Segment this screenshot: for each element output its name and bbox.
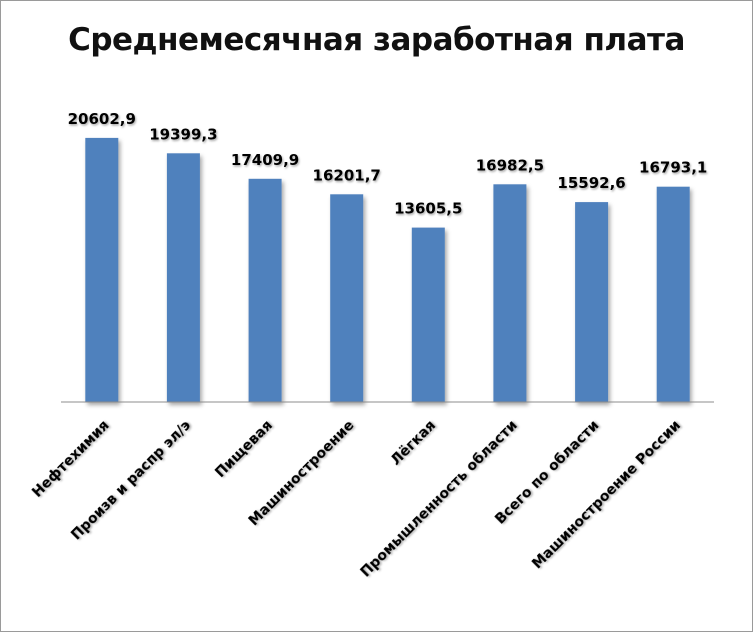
category-label-4: Лёгкая	[388, 418, 439, 469]
bar-value-label-3: 16201,7	[313, 166, 381, 184]
bar-value-label-2: 17409,9	[231, 151, 299, 169]
bar-7	[656, 186, 690, 402]
bar-2	[248, 178, 282, 402]
bar-value-label-1: 19399,3	[149, 125, 217, 143]
bar-value-label-7: 16793,1	[639, 159, 707, 177]
bar-4	[411, 227, 445, 402]
bar-6	[575, 202, 609, 402]
category-label-0: Нефтехимия	[29, 418, 112, 501]
bar-value-label-6: 15592,6	[557, 174, 625, 192]
bar-value-label-5: 16982,5	[476, 156, 544, 174]
bar-5	[493, 184, 527, 402]
category-label-7: Машиностроение России	[529, 418, 684, 573]
bar-3	[330, 194, 364, 402]
bar-value-label-4: 13605,5	[394, 200, 462, 218]
chart-title: Среднемесячная заработная плата	[68, 22, 685, 58]
category-label-2: Пищевая	[212, 418, 275, 481]
bar-0	[85, 137, 119, 402]
bar-1	[166, 153, 200, 402]
category-label-5: Промышленность области	[358, 418, 521, 581]
bar-value-label-0: 20602,9	[68, 110, 136, 128]
